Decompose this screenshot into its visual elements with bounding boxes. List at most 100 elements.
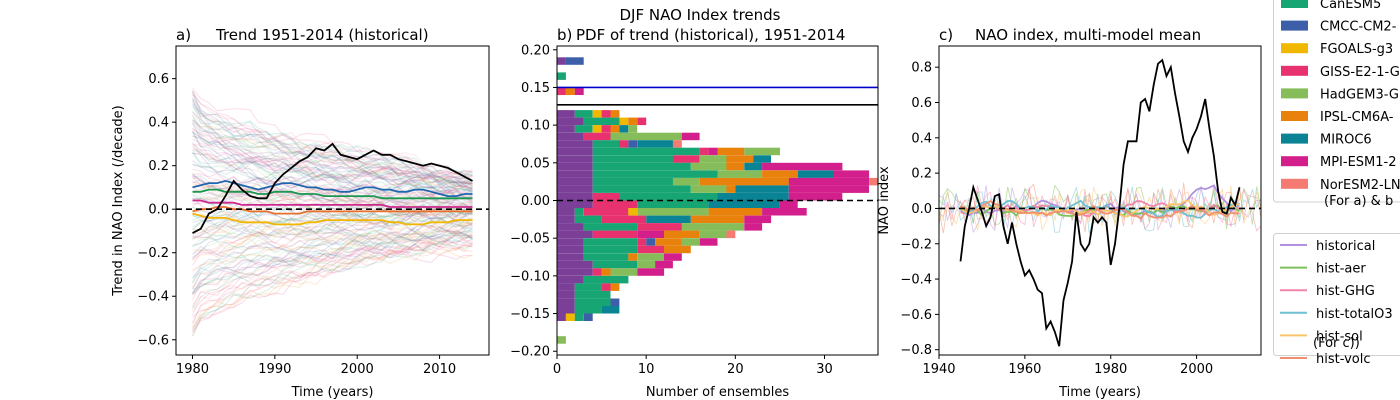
y-tick-label: −0.6 <box>137 333 169 348</box>
histogram-bar <box>869 177 878 186</box>
ensemble-member-line <box>192 213 473 240</box>
histogram-bar <box>557 215 575 224</box>
ensemble-member-line <box>191 122 473 188</box>
y-tick-label: 0.4 <box>911 131 932 146</box>
histogram-bar <box>753 155 771 163</box>
histogram-bar <box>681 132 700 141</box>
histogram-bar <box>574 290 611 299</box>
histogram-bar <box>744 147 780 156</box>
histogram-bar <box>557 132 584 141</box>
histogram-bar <box>592 140 620 148</box>
panel-label: c) <box>939 26 953 44</box>
ensemble-member-line <box>192 105 473 182</box>
histogram-bar <box>646 215 691 224</box>
histogram-bar <box>592 200 638 208</box>
ensemble-member-line <box>191 228 473 300</box>
y-tick-label: −0.4 <box>137 290 169 305</box>
histogram-bar <box>637 253 665 261</box>
histogram-bar <box>601 268 611 276</box>
ensemble-member-line <box>191 233 473 324</box>
ensemble-member-line <box>192 221 473 273</box>
y-tick-label: 0.00 <box>521 194 550 209</box>
histogram-bar <box>565 87 575 95</box>
y-tick-label: −0.20 <box>510 345 550 360</box>
histogram-bar <box>601 110 611 118</box>
histogram-bar <box>557 275 584 284</box>
plot-area <box>176 88 489 337</box>
y-tick-label: −0.2 <box>137 246 169 261</box>
histogram-bar <box>744 223 763 231</box>
histogram-bar <box>592 110 602 118</box>
ensemble-member-line <box>192 163 473 200</box>
histogram-bar <box>557 125 575 133</box>
histogram-bar <box>762 162 843 171</box>
ensemble-member-line <box>192 135 473 202</box>
ensemble-member-line <box>191 245 473 324</box>
histogram-bar <box>637 208 709 216</box>
legend-footer: (For a) & b <box>1324 194 1393 209</box>
histogram-bar <box>744 215 772 224</box>
histogram-bar <box>557 87 566 95</box>
ensemble-member-line <box>192 233 473 294</box>
histogram-bar <box>628 208 638 216</box>
panel-c: 1940 1960 1980 2000 −0.8 −0.6 −0.4 −0.2 0.0 0.2 0.… <box>877 26 1262 400</box>
ensemble-member-line <box>192 138 473 191</box>
ensemble-member-line <box>192 223 473 272</box>
x-axis-label: Time (years) <box>291 385 374 400</box>
histogram-bar <box>592 170 718 178</box>
ensemble-member-line <box>192 201 473 226</box>
histogram-bar <box>557 260 593 269</box>
ensemble-member-line <box>191 249 473 333</box>
ensemble-member-line <box>192 131 473 193</box>
histogram-bar <box>708 208 763 216</box>
y-tick-label: 0.4 <box>148 116 169 131</box>
histogram-bar <box>557 155 593 163</box>
legend-swatch <box>1281 43 1308 54</box>
ensemble-member-line <box>191 232 473 309</box>
legend-swatch <box>1281 65 1308 76</box>
histogram-bar <box>628 125 638 133</box>
ensemble-member-line <box>192 174 473 203</box>
ensemble-member-line <box>192 222 473 294</box>
histogram-bar <box>619 140 629 148</box>
ensemble-member-line <box>192 191 473 212</box>
ensemble-member-line <box>192 218 473 240</box>
histogram-bar <box>557 185 593 193</box>
x-tick-label: 2000 <box>341 362 374 377</box>
ensemble-member-line <box>192 220 473 266</box>
ensemble-member-line <box>191 241 473 330</box>
histogram-bar <box>557 268 593 276</box>
ensemble-member-line <box>192 236 473 312</box>
histogram-bar <box>565 313 575 321</box>
histogram-bar <box>619 125 629 133</box>
plot-area <box>939 58 1261 347</box>
ensemble-member-line <box>192 183 473 216</box>
ensemble-member-line <box>192 234 473 310</box>
figure-suptitle: DJF NAO Index trends <box>619 6 780 24</box>
legend-swatch <box>1281 20 1308 31</box>
ensemble-member-line <box>192 163 473 203</box>
ensemble-member-line <box>192 192 473 217</box>
ensemble-member-line <box>192 179 473 205</box>
legend-label: HadGEM3-G <box>1320 87 1399 102</box>
histogram-bar <box>646 238 656 246</box>
legend-label: hist-volc <box>1316 352 1370 367</box>
histogram-bar <box>628 253 638 261</box>
ensemble-member-line <box>192 119 473 187</box>
ensemble-member-line <box>191 122 473 190</box>
legend-frame <box>1273 233 1400 356</box>
ensemble-member-line <box>191 103 473 179</box>
histogram-bar <box>557 72 566 80</box>
legend-label: hist-aer <box>1316 262 1366 277</box>
x-tick-label: 20 <box>727 362 744 377</box>
x-tick-label: 1980 <box>176 362 209 377</box>
histogram-bar <box>699 155 727 163</box>
ensemble-member-line <box>192 227 473 279</box>
ensemble-member-line <box>192 149 473 198</box>
ensemble-member-line <box>192 128 473 184</box>
histogram-bar <box>592 230 638 239</box>
legend-footer: (For c)) <box>1313 336 1360 351</box>
histogram-bar <box>664 245 691 254</box>
ensemble-member-line <box>192 152 473 194</box>
legend-swatch <box>1281 156 1308 167</box>
